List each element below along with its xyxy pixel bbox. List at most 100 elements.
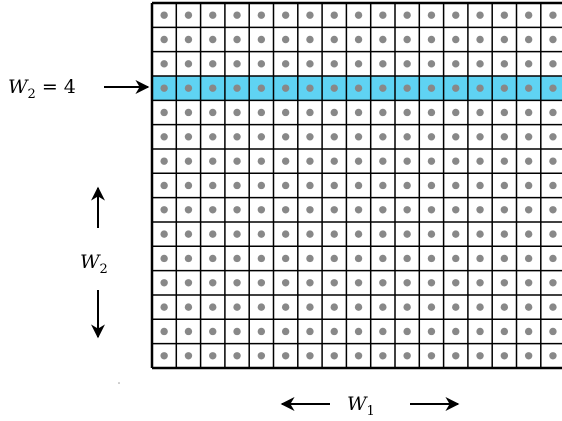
lattice-dot: [160, 327, 168, 336]
lattice-dot: [233, 11, 241, 19]
grid-lines: [152, 3, 562, 368]
lattice-dot: [257, 181, 266, 190]
lattice-dot: [379, 157, 387, 165]
lattice-dot: [500, 11, 509, 19]
lattice-dot: [476, 230, 484, 238]
lattice-dot: [427, 157, 436, 165]
lattice-dot: [476, 133, 484, 141]
lattice-dot: [427, 60, 436, 68]
lattice-dot: [524, 279, 533, 287]
lattice-dot: [281, 84, 290, 92]
lattice-dot: [500, 254, 509, 263]
lattice-dot: [281, 303, 290, 311]
lattice-dot: [403, 11, 411, 19]
lattice-dot: [403, 206, 411, 214]
lattice-dot: [233, 157, 241, 165]
lattice-dot: [549, 108, 557, 117]
lattice-dot: [452, 230, 460, 238]
lattice-dot: [379, 327, 387, 336]
lattice-dot: [330, 181, 338, 190]
lattice-dot: [476, 35, 484, 44]
lattice-dot: [306, 254, 314, 263]
lattice-dot: [354, 157, 363, 165]
lattice-dot: [257, 279, 266, 287]
lattice-dot: [549, 84, 557, 92]
lattice-dot: [500, 133, 509, 141]
lattice-dot: [281, 108, 290, 117]
lattice-dot: [330, 230, 338, 238]
lattice-dot: [524, 157, 533, 165]
lattice-dot: [476, 206, 484, 214]
lattice-dot: [500, 279, 509, 287]
lattice-dot: [452, 157, 460, 165]
lattice-dot: [209, 11, 217, 19]
lattice-dot: [160, 206, 168, 214]
lattice-dot: [379, 11, 387, 19]
lattice-dot: [354, 133, 363, 141]
horizontal-axis-var: W: [347, 393, 368, 415]
lattice-dot: [209, 133, 217, 141]
lattice-dot: [403, 35, 411, 44]
lattice-dot: [306, 181, 314, 190]
lattice-dot: [427, 327, 436, 336]
lattice-dot: [330, 352, 338, 360]
lattice-dot: [476, 327, 484, 336]
lattice-dot: [160, 60, 168, 68]
lattice-dot: [549, 11, 557, 19]
grid-dots: [160, 11, 557, 360]
lattice-dot: [403, 157, 411, 165]
lattice-dot: [184, 133, 193, 141]
lattice-dot: [476, 279, 484, 287]
lattice-dot: [257, 303, 266, 311]
lattice-dot: [281, 11, 290, 19]
lattice-dot: [524, 181, 533, 190]
lattice-dot: [549, 206, 557, 214]
lattice-dot: [379, 352, 387, 360]
lattice-dot: [209, 352, 217, 360]
lattice-dot: [427, 303, 436, 311]
lattice-dot: [549, 35, 557, 44]
lattice-dot: [379, 181, 387, 190]
lattice-dot: [281, 133, 290, 141]
lattice-dot: [281, 181, 290, 190]
lattice-dot: [330, 60, 338, 68]
lattice-dot: [549, 327, 557, 336]
lattice-dot: [354, 35, 363, 44]
lattice-dot: [281, 230, 290, 238]
lattice-dot: [330, 11, 338, 19]
lattice-dot: [184, 206, 193, 214]
lattice-dot: [354, 108, 363, 117]
lattice-dot: [257, 35, 266, 44]
row-marker-rest: = 4: [36, 76, 76, 98]
lattice-dot: [524, 11, 533, 19]
lattice-dot: [184, 181, 193, 190]
lattice-dot: [306, 60, 314, 68]
lattice-dot: [184, 327, 193, 336]
lattice-dot: [500, 60, 509, 68]
lattice-dot: [233, 181, 241, 190]
lattice-dot: [500, 303, 509, 311]
lattice-dot: [524, 60, 533, 68]
lattice-dot: [379, 279, 387, 287]
lattice-dot: [233, 254, 241, 263]
lattice-dot: [306, 352, 314, 360]
lattice-dot: [209, 35, 217, 44]
lattice-dot: [184, 254, 193, 263]
lattice-dot: [306, 206, 314, 214]
vertical-axis-sub: 2: [100, 262, 108, 277]
lattice-dot: [209, 303, 217, 311]
lattice-dot: [427, 230, 436, 238]
lattice-dot: [549, 133, 557, 141]
lattice-dot: [257, 84, 266, 92]
lattice-dot: [160, 254, 168, 263]
lattice-dot: [160, 84, 168, 92]
lattice-dot: [427, 11, 436, 19]
lattice-dot: [524, 230, 533, 238]
lattice-dot: [452, 254, 460, 263]
lattice-dot: [500, 327, 509, 336]
lattice-dot: [500, 206, 509, 214]
lattice-dot: [354, 303, 363, 311]
lattice-dot: [354, 60, 363, 68]
lattice-dot: [257, 157, 266, 165]
